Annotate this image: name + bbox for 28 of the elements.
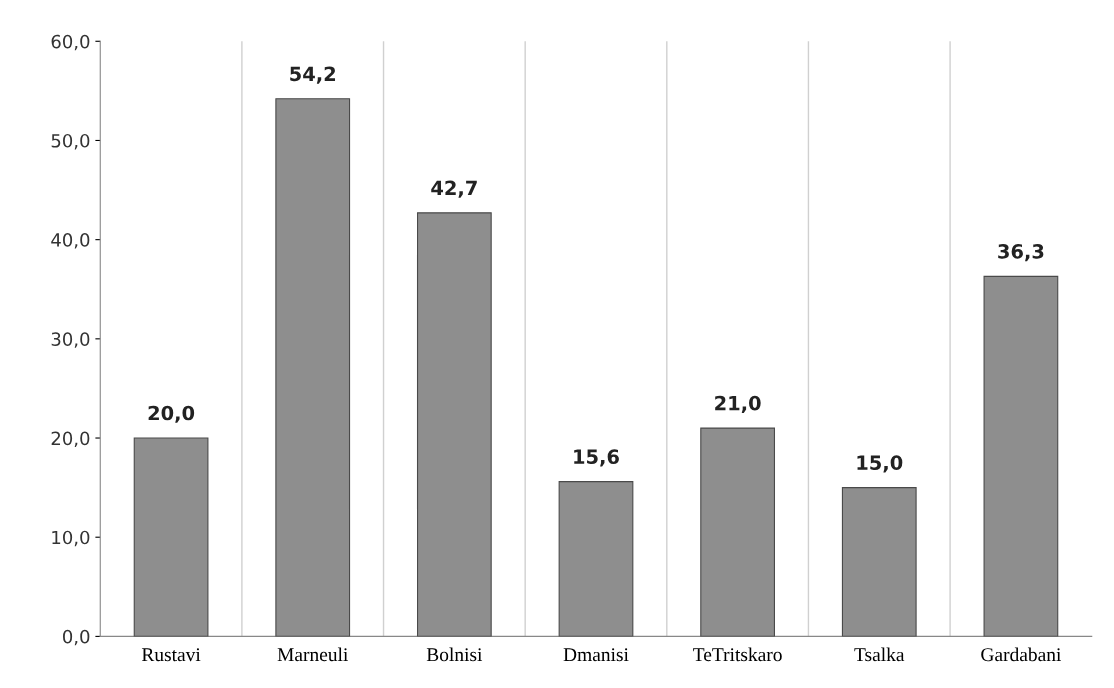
bar [983,275,1059,637]
bar [558,481,634,637]
y-tick-label: 60,0 [51,34,90,51]
data-label: 42,7 [431,180,477,198]
y-tick-label: 40,0 [51,233,90,249]
x-tick-label: Bolnisi [426,647,483,662]
bar [700,427,776,637]
x-tick-label: Tsalka [854,647,905,662]
x-tick-label: Rustavi [141,648,201,662]
y-tick-label: 0,0 [63,629,90,646]
y-tick-label: 30,0 [51,332,90,348]
x-tick-label: Marneuli [277,647,348,662]
data-label: 54,2 [290,66,336,84]
y-tick-label: 10,0 [52,530,90,547]
data-label: 21,0 [715,395,761,413]
data-label: 15,0 [857,455,903,473]
x-tick-label: Dmanisi [563,648,629,662]
bar [133,437,209,637]
y-tick-label: 20,0 [51,431,90,447]
data-label: 15,6 [574,449,619,467]
bar [275,98,351,637]
y-tick-label: 50,0 [51,133,90,150]
x-tick-label: TeTritskaro [693,647,782,662]
data-label: 36,3 [998,243,1044,262]
data-label: 20,0 [148,405,195,423]
bar [416,212,492,637]
x-tick-label: Gardabani [981,647,1062,662]
bar [841,487,917,637]
